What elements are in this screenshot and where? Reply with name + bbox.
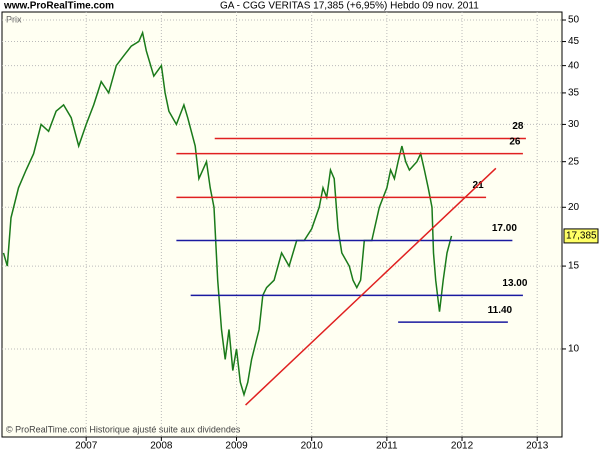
level-label: 28	[512, 121, 524, 132]
y-label: Prix	[6, 14, 22, 24]
y-tick-label: 45	[568, 36, 580, 47]
y-tick-label: 25	[568, 156, 580, 167]
x-tick-label: 2007	[75, 441, 98, 450]
price-line	[2, 30, 453, 398]
chart-title: GA - CGG VERITAS 17,385 (+6,95%) Hebdo 0…	[220, 1, 479, 12]
x-tick-label: 2011	[376, 441, 398, 450]
y-tick-label: 15	[568, 261, 580, 272]
last-price-box	[563, 228, 599, 244]
x-tick-label: 2013	[526, 441, 549, 450]
y-tick-label: 40	[568, 60, 580, 71]
y-tick-label: 10	[568, 344, 580, 355]
y-tick-label: 20	[568, 202, 580, 213]
y-tick-label: 30	[568, 119, 580, 130]
level-label: 26	[509, 136, 521, 147]
level-label: 17.00	[492, 223, 517, 234]
x-tick-label: 2012	[451, 441, 474, 450]
x-tick-label: 2009	[225, 441, 248, 450]
x-tick-label: 2010	[301, 441, 324, 450]
level-label: 13.00	[502, 278, 527, 289]
trendline	[245, 167, 497, 406]
y-tick-label: 50	[568, 15, 580, 26]
y-tick-label: 35	[568, 88, 580, 99]
site: www.ProRealTime.com	[3, 1, 114, 12]
level-label: 11.40	[488, 305, 513, 316]
footer: © ProRealTime.com Historique ajusté suit…	[6, 424, 241, 434]
plot-area	[1, 11, 563, 438]
x-tick-label: 2008	[150, 441, 173, 450]
last-price-label: 17,385	[566, 231, 597, 242]
